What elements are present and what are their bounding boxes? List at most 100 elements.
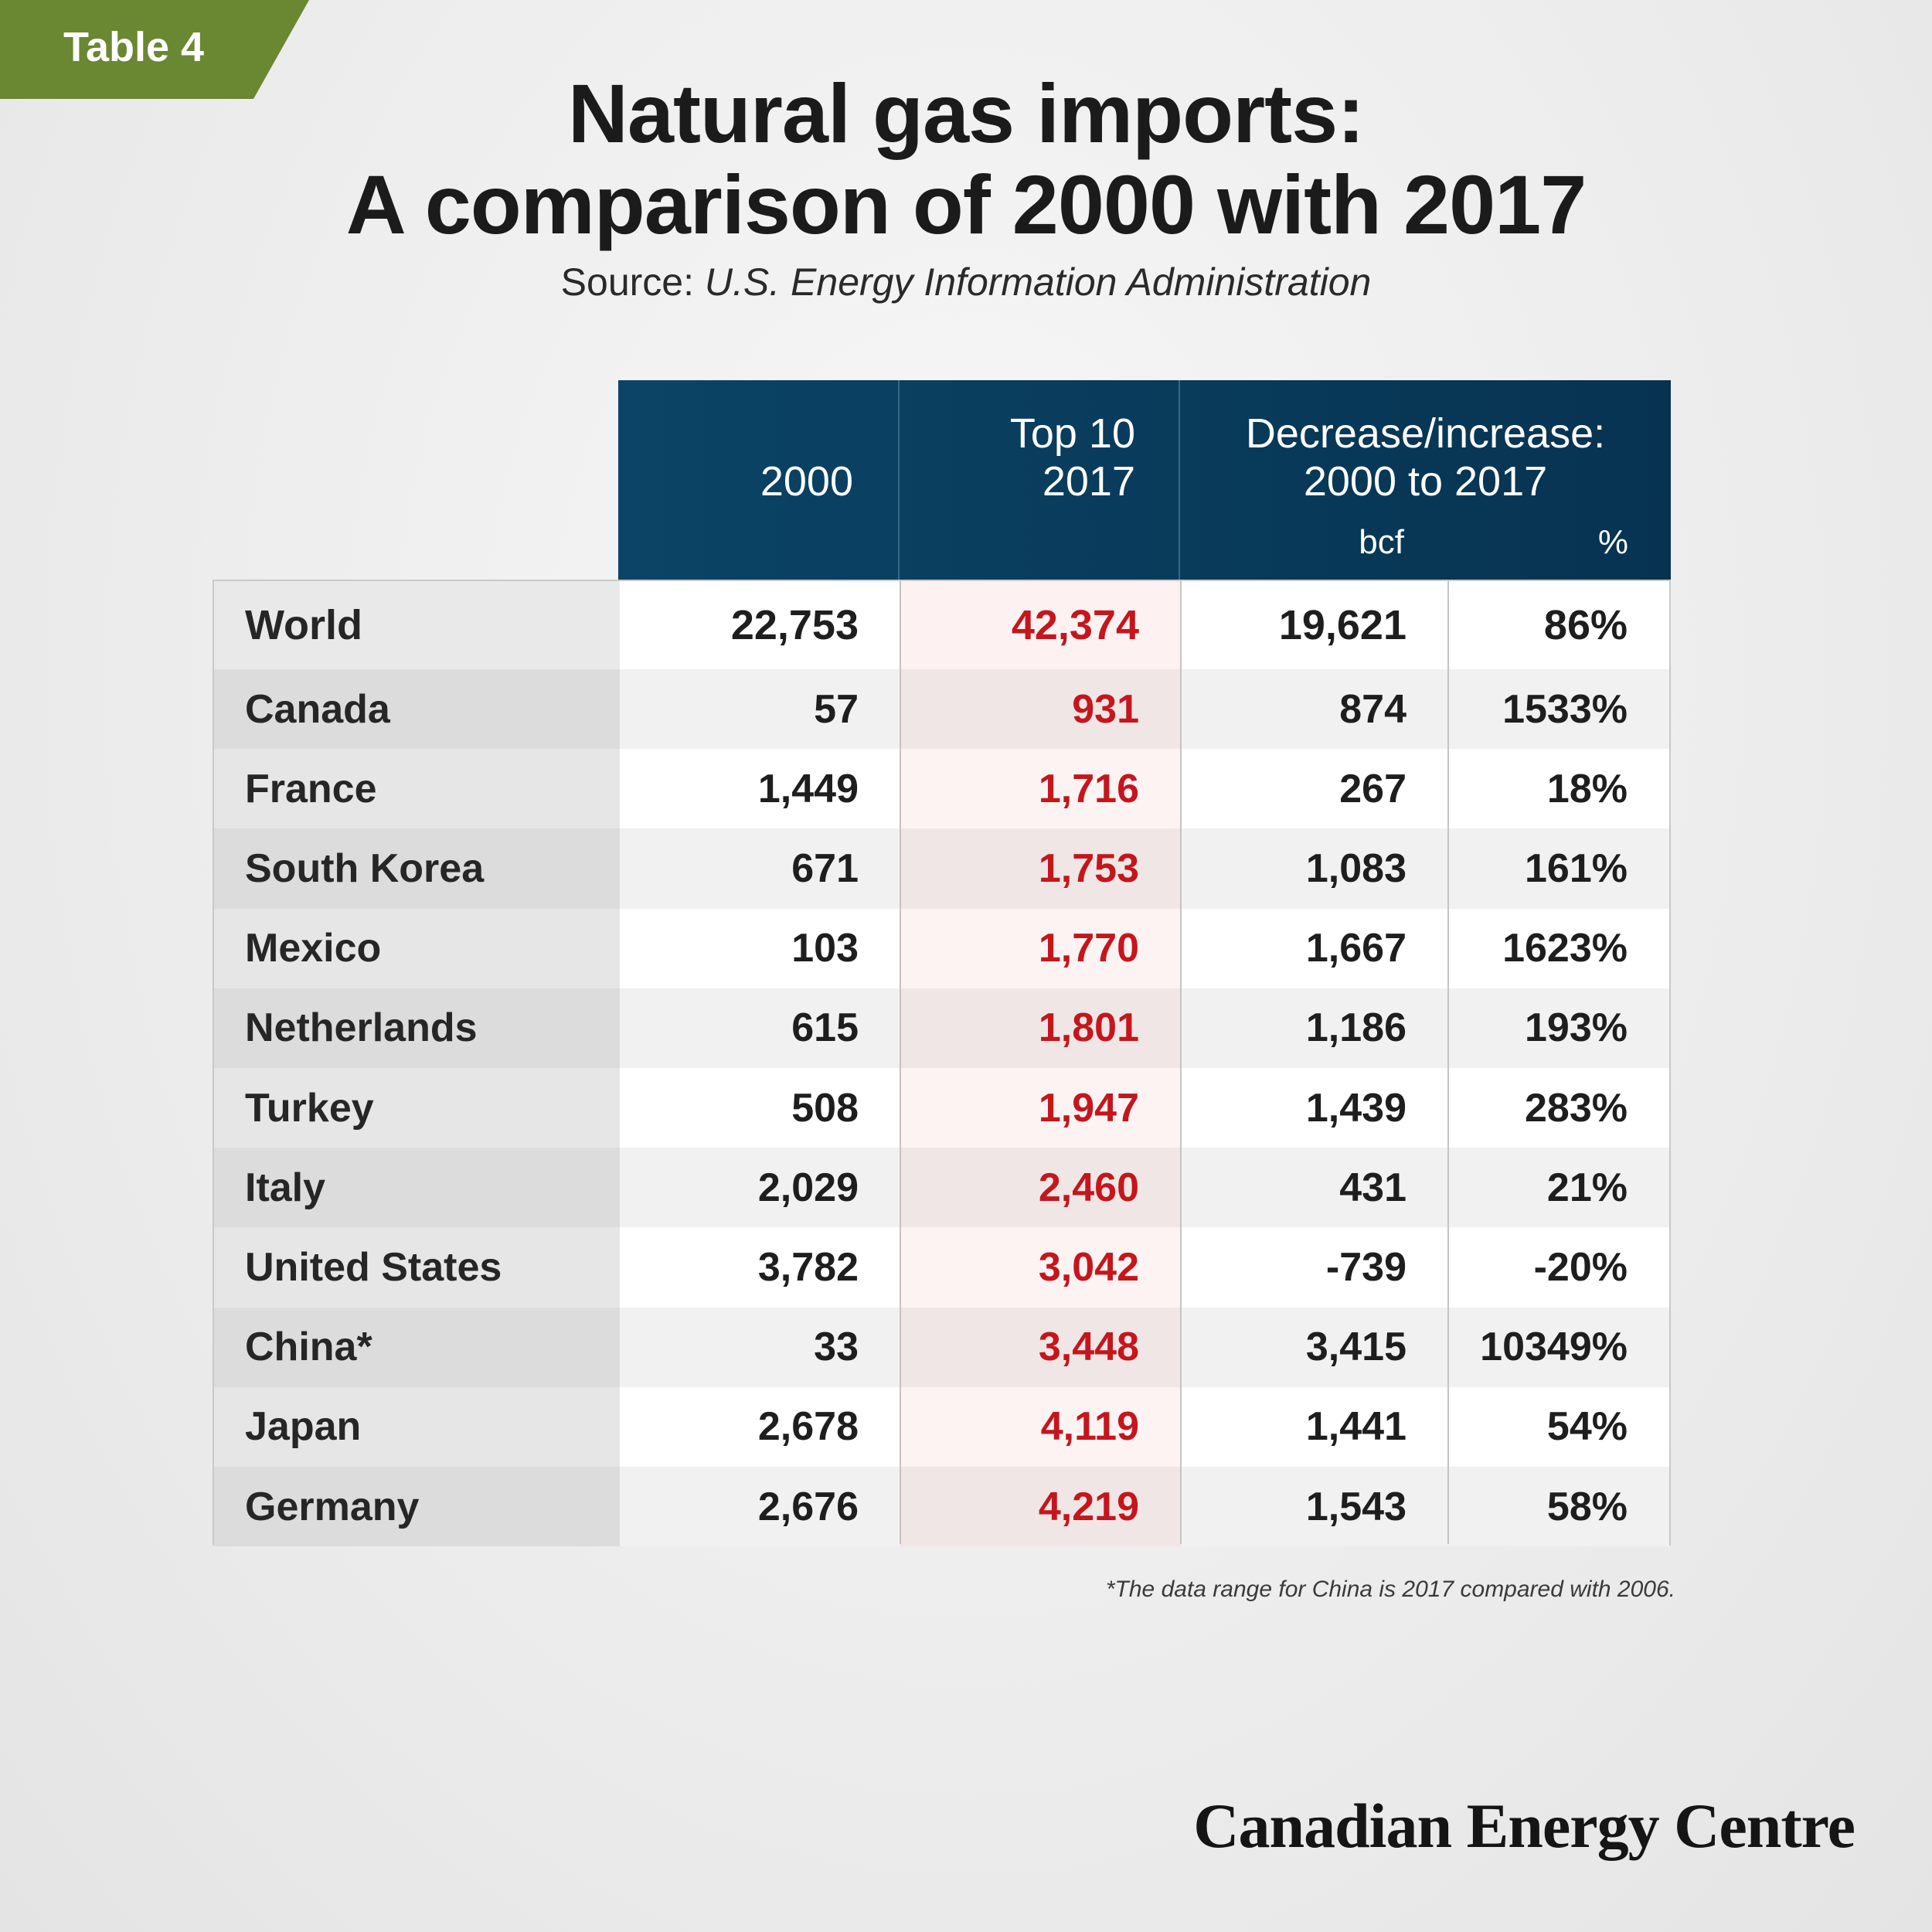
header-2017-line1: Top 10 [1009, 410, 1135, 457]
table-row: Japan 2,678 4,119 1,441 54% [214, 1386, 1669, 1467]
row-country-name: Japan [214, 1386, 620, 1467]
highlight-2017-column [900, 828, 1181, 909]
highlight-2017-column [900, 1467, 1181, 1547]
highlight-2017-column [900, 1068, 1181, 1148]
title-line-1: Natural gas imports: [567, 66, 1365, 160]
table-row: South Korea 671 1,753 1,083 161% [214, 828, 1669, 909]
cell-pct: 58% [1546, 1484, 1628, 1529]
row-country-name: Germany [214, 1467, 620, 1547]
column-divider [900, 581, 901, 1544]
highlight-2017-column [900, 1307, 1181, 1387]
data-table: World 22,753 42,374 19,621 86% Canada 57 931 874… [213, 580, 1671, 1547]
column-divider [1180, 581, 1182, 1544]
cell-v2000: 3,782 [757, 1244, 859, 1290]
source-label: Source: [560, 260, 694, 304]
header-bcf: bcf [1359, 523, 1404, 561]
cell-pct: 1623% [1502, 926, 1628, 971]
cell-v2000: 103 [791, 926, 859, 971]
cell-pct: 54% [1546, 1404, 1628, 1450]
table-row: Germany 2,676 4,219 1,543 58% [214, 1467, 1669, 1547]
cell-v2000: 671 [791, 845, 859, 891]
cell-v2000: 2,029 [757, 1165, 859, 1210]
page-title: Natural gas imports: A comparison of 200… [0, 68, 1932, 250]
cell-v2000: 57 [814, 686, 859, 732]
cell-v2000: 615 [791, 1005, 859, 1051]
cell-v2017: 1,801 [1038, 1005, 1139, 1051]
source-text: U.S. Energy Information Administration [704, 260, 1372, 304]
cell-bcf: 267 [1339, 766, 1406, 811]
cell-bcf: 3,415 [1305, 1325, 1406, 1370]
row-country-name: Turkey [214, 1068, 620, 1148]
cell-v2017: 931 [1072, 686, 1139, 732]
cell-bcf: 1,439 [1305, 1085, 1406, 1131]
cell-bcf: 874 [1339, 686, 1406, 732]
cell-pct: 1533% [1502, 686, 1628, 732]
cell-v2017: 3,448 [1038, 1325, 1139, 1370]
row-country-name: Netherlands [214, 988, 620, 1068]
row-country-name: Italy [214, 1148, 620, 1228]
cell-v2017: 42,374 [1011, 602, 1139, 648]
table-header: 2000 Top 10 2017 Decrease/increase: 2000… [618, 380, 1671, 580]
cell-v2000: 2,678 [757, 1404, 859, 1450]
cell-pct: 193% [1525, 1005, 1628, 1051]
highlight-2017-column [900, 1386, 1181, 1467]
header-change-line1: Decrease/increase: [1245, 410, 1606, 457]
highlight-2017-column [900, 908, 1181, 988]
table-row: France 1,449 1,716 267 18% [214, 749, 1669, 829]
highlight-2017-column [900, 1148, 1181, 1228]
cell-v2017: 1,947 [1038, 1085, 1139, 1131]
highlight-2017-column [900, 581, 1181, 669]
cell-v2017: 4,119 [1040, 1404, 1139, 1450]
table-row: Italy 2,029 2,460 431 21% [214, 1148, 1669, 1228]
highlight-2017-column [900, 988, 1181, 1068]
cell-pct: -20% [1533, 1244, 1628, 1290]
cell-bcf: -739 [1325, 1244, 1406, 1290]
cell-v2000: 1,449 [757, 766, 859, 811]
cell-v2017: 4,219 [1038, 1484, 1139, 1529]
table-row: Turkey 508 1,947 1,439 283% [214, 1068, 1669, 1148]
row-country-name: France [214, 749, 620, 829]
cell-pct: 21% [1546, 1165, 1628, 1210]
header-2017-line2: 2017 [1042, 458, 1135, 505]
highlight-2017-column [900, 749, 1181, 829]
table-row: World 22,753 42,374 19,621 86% [214, 581, 1669, 671]
row-country-name: Canada [214, 669, 620, 750]
row-country-name: World [214, 581, 620, 669]
cell-v2000: 33 [814, 1325, 859, 1370]
table-row: Canada 57 931 874 1533% [214, 669, 1669, 750]
highlight-2017-column [900, 669, 1181, 750]
cell-bcf: 1,441 [1305, 1404, 1406, 1450]
cell-v2000: 508 [791, 1085, 859, 1131]
cell-pct: 18% [1546, 766, 1628, 811]
cell-pct: 283% [1525, 1085, 1628, 1131]
cell-v2017: 1,716 [1038, 766, 1139, 811]
cell-bcf: 1,186 [1305, 1005, 1406, 1051]
cell-pct: 86% [1543, 602, 1628, 648]
table-row: Mexico 103 1,770 1,667 1623% [214, 908, 1669, 988]
cell-bcf: 1,543 [1305, 1484, 1406, 1529]
header-change-line2: 2000 to 2017 [1303, 458, 1548, 505]
cell-bcf: 19,621 [1278, 602, 1406, 648]
source-line: Source: U.S. Energy Information Administ… [0, 260, 1932, 304]
footnote: *The data range for China is 2017 compar… [1105, 1577, 1675, 1602]
cell-v2000: 2,676 [757, 1484, 859, 1529]
header-2017: Top 10 2017 [1010, 410, 1135, 505]
cell-v2017: 1,770 [1038, 926, 1139, 971]
table-number-tag: Table 4 [0, 0, 309, 99]
row-country-name: Mexico [214, 908, 620, 988]
header-2000: 2000 [760, 458, 853, 505]
cell-pct: 10349% [1480, 1325, 1628, 1370]
brand-logo: Canadian Energy Centre [1193, 1791, 1855, 1861]
table-row: Netherlands 615 1,801 1,186 193% [214, 988, 1669, 1068]
header-divider [898, 380, 900, 580]
cell-bcf: 431 [1339, 1165, 1406, 1210]
row-country-name: United States [214, 1227, 620, 1308]
cell-pct: 161% [1525, 845, 1628, 891]
header-divider [1179, 380, 1180, 580]
header-change: Decrease/increase: 2000 to 2017 [1180, 410, 1671, 505]
cell-v2000: 22,753 [730, 602, 859, 648]
row-country-name: China* [214, 1307, 620, 1387]
cell-bcf: 1,083 [1305, 845, 1406, 891]
table-number-label: Table 4 [63, 24, 205, 70]
cell-v2017: 3,042 [1038, 1244, 1139, 1290]
